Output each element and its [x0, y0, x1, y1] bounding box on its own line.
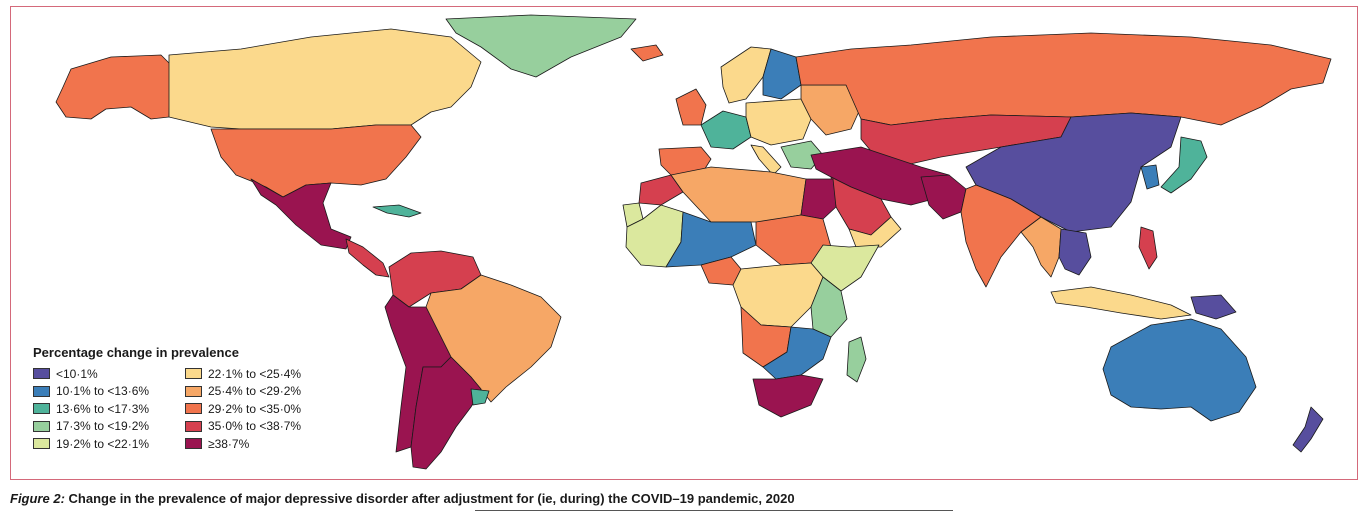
- region-usa[interactable]: [210, 124, 422, 198]
- legend-label: 10·1% to <13·6%: [56, 384, 150, 399]
- legend-item: 17·3% to <19·2%: [33, 418, 181, 436]
- world-map: [55, 14, 1332, 470]
- legend-label: 29·2% to <35·0%: [208, 401, 302, 416]
- region-central-america[interactable]: [345, 238, 390, 278]
- legend-label: 19·2% to <22·1%: [56, 436, 150, 451]
- legend-item: ≥38·7%: [185, 435, 345, 453]
- region-pakistan[interactable]: [920, 174, 967, 220]
- region-uruguay[interactable]: [470, 388, 490, 406]
- legend-item: 22·1% to <25·4%: [185, 365, 345, 383]
- region-korea[interactable]: [1140, 164, 1160, 190]
- region-mexico[interactable]: [250, 178, 352, 250]
- region-scandinavia[interactable]: [720, 46, 772, 104]
- legend-swatch: [185, 438, 202, 450]
- region-alaska[interactable]: [55, 54, 172, 120]
- legend-label: 22·1% to <25·4%: [208, 366, 302, 381]
- legend-label: 13·6% to <17·3%: [56, 401, 150, 416]
- legend-label: 35·0% to <38·7%: [208, 419, 302, 434]
- legend-swatch: [33, 438, 50, 450]
- region-italy[interactable]: [750, 144, 782, 176]
- legend-swatch: [33, 385, 50, 397]
- legend-item: 25·4% to <29·2%: [185, 383, 345, 401]
- region-philippines[interactable]: [1138, 226, 1158, 270]
- map-frame: Percentage change in prevalence <10·1% 10…: [10, 6, 1358, 480]
- region-central-europe[interactable]: [745, 98, 812, 146]
- legend-swatch: [185, 385, 202, 397]
- region-southeast-asia[interactable]: [1058, 228, 1092, 276]
- region-papua[interactable]: [1190, 294, 1237, 320]
- region-finland-sweden[interactable]: [762, 48, 802, 100]
- legend-item: 13·6% to <17·3%: [33, 400, 181, 418]
- legend-swatch: [33, 420, 50, 432]
- figure-caption: Figure 2: Change in the prevalence of ma…: [10, 491, 795, 506]
- legend-label: ≥38·7%: [208, 436, 250, 451]
- map-legend: Percentage change in prevalence <10·1% 10…: [33, 345, 353, 453]
- legend-title: Percentage change in prevalence: [33, 345, 239, 360]
- region-greenland[interactable]: [445, 14, 637, 78]
- caption-underline: [475, 510, 953, 511]
- figure-caption-text: Change in the prevalence of major depres…: [64, 491, 795, 506]
- region-indonesia[interactable]: [1050, 286, 1192, 320]
- region-new-zealand[interactable]: [1292, 406, 1324, 453]
- region-argentina[interactable]: [410, 356, 482, 470]
- legend-item: 19·2% to <22·1%: [33, 435, 181, 453]
- region-australia[interactable]: [1102, 318, 1257, 422]
- legend-items: <10·1% 10·1% to <13·6% 13·6% to <17·3% 17·3…: [33, 365, 353, 453]
- region-madagascar[interactable]: [846, 336, 867, 383]
- region-russia[interactable]: [795, 32, 1332, 126]
- region-algeria-libya[interactable]: [670, 166, 807, 223]
- region-canada[interactable]: [168, 28, 482, 130]
- region-morocco[interactable]: [638, 174, 684, 206]
- figure-caption-label: Figure 2:: [10, 491, 65, 506]
- region-myanmar-thailand[interactable]: [1020, 216, 1062, 278]
- legend-swatch: [185, 368, 202, 380]
- region-south-africa[interactable]: [752, 374, 824, 418]
- legend-label: <10·1%: [56, 366, 98, 381]
- legend-swatch: [185, 420, 202, 432]
- region-cuba[interactable]: [372, 204, 422, 218]
- region-uk-ireland[interactable]: [675, 88, 707, 126]
- region-iceland[interactable]: [630, 44, 664, 62]
- legend-swatch: [33, 403, 50, 415]
- legend-swatch: [33, 368, 50, 380]
- legend-label: 17·3% to <19·2%: [56, 419, 150, 434]
- legend-item: 10·1% to <13·6%: [33, 383, 181, 401]
- region-egypt[interactable]: [800, 178, 837, 220]
- legend-item: 29·2% to <35·0%: [185, 400, 345, 418]
- region-japan[interactable]: [1160, 136, 1208, 194]
- legend-item: <10·1%: [33, 365, 181, 383]
- region-turkey-iran-afghanistan[interactable]: [810, 146, 950, 206]
- legend-swatch: [185, 403, 202, 415]
- legend-item: 35·0% to <38·7%: [185, 418, 345, 436]
- legend-label: 25·4% to <29·2%: [208, 384, 302, 399]
- region-western-europe[interactable]: [700, 110, 752, 150]
